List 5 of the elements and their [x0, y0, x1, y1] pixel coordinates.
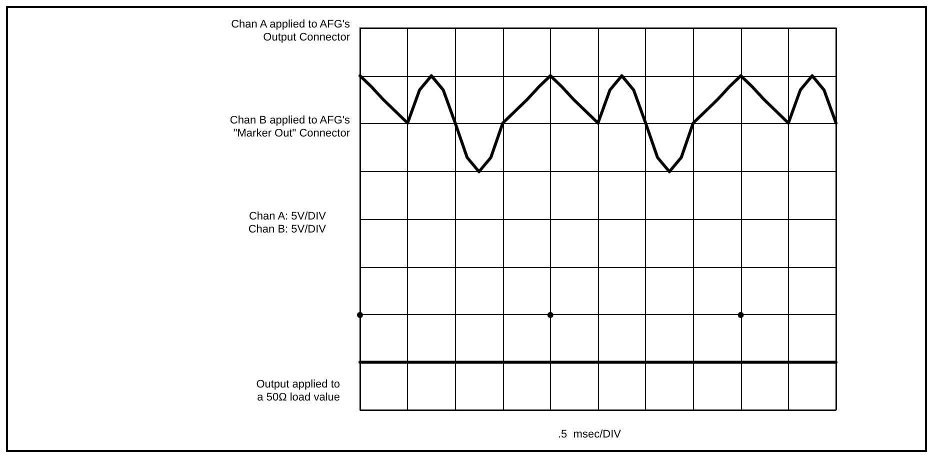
text: Chan A: 5V/DIV Chan B: 5V/DIV: [248, 210, 327, 236]
text: Output applied to a 50Ω load value: [256, 378, 340, 404]
text: .5 msec/DIV: [558, 428, 622, 440]
text: Chan B applied to AFG's "Marker Out" Connector: [230, 114, 350, 140]
text: Chan A applied to AFG's Output Connector: [231, 18, 350, 44]
